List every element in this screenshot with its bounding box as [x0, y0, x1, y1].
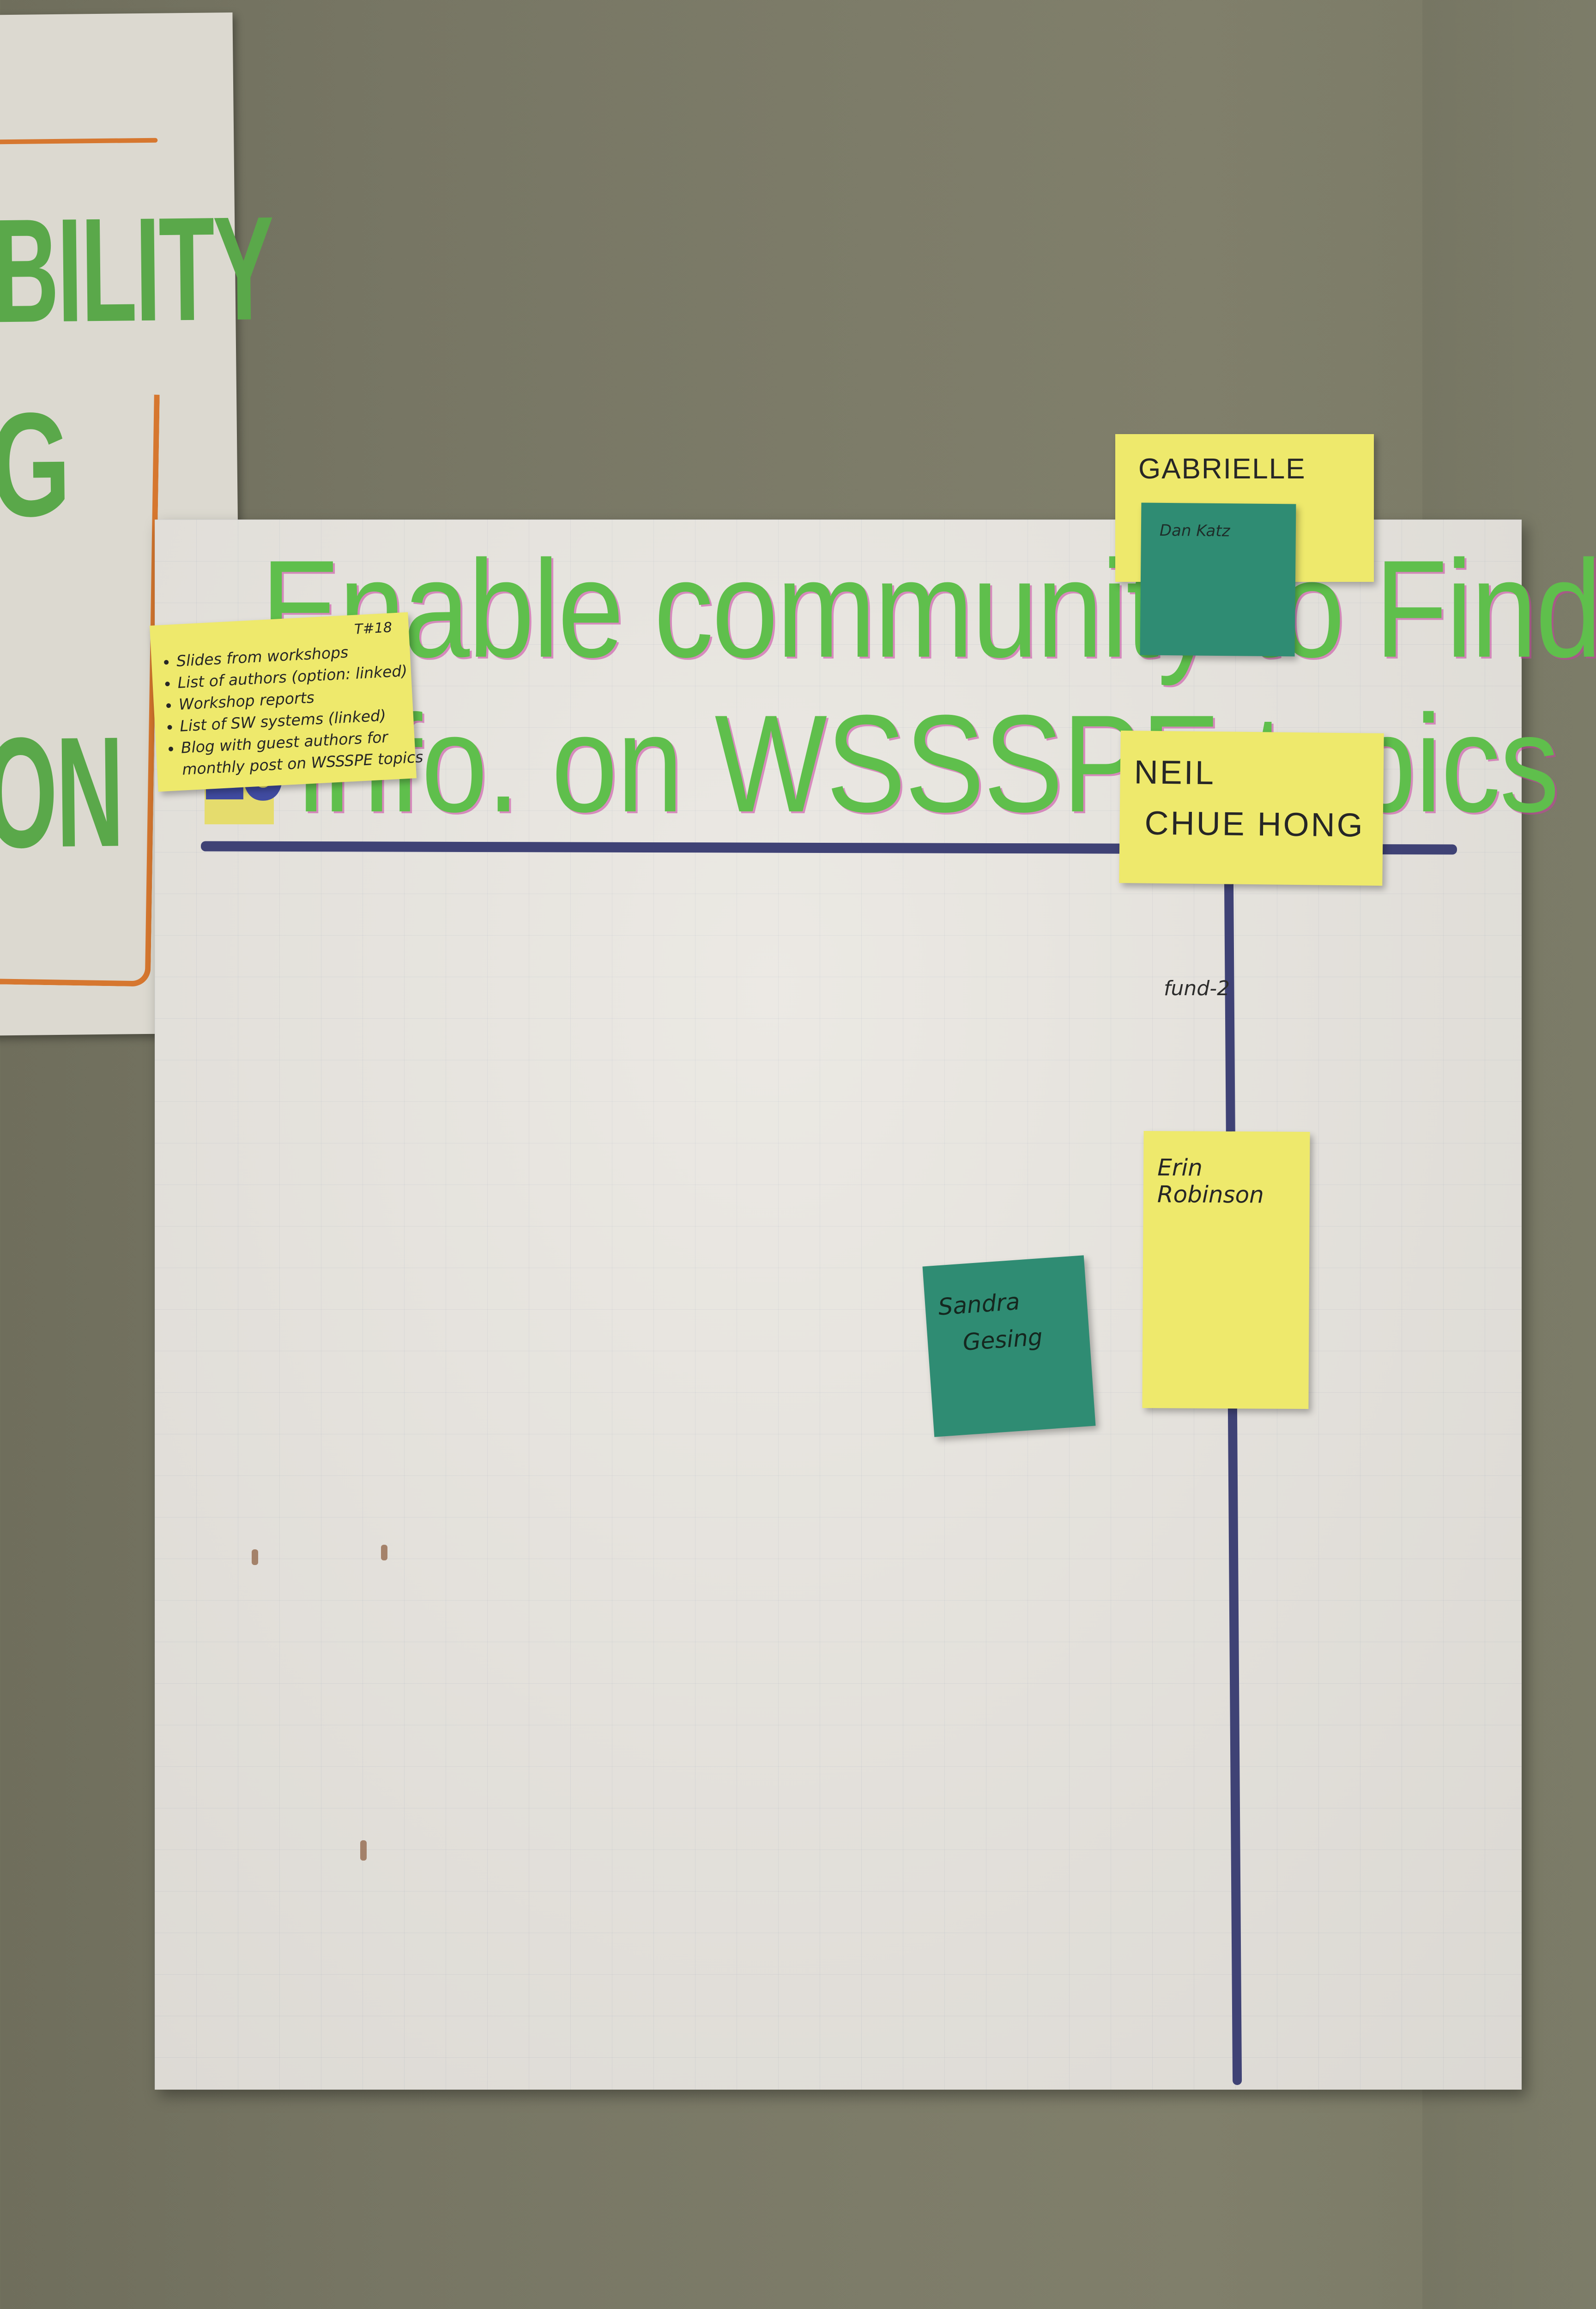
orange-marker-line	[0, 138, 158, 145]
volunteer-name: Erin Robinson	[1157, 1154, 1264, 1209]
idea-sticky-note[interactable]: T#18 Slides from workshops List of autho…	[149, 612, 423, 792]
volunteer-note-dan-katz[interactable]: Dan Katz	[1140, 502, 1296, 657]
stain-mark	[252, 1549, 258, 1565]
stain-mark	[381, 1545, 387, 1560]
volunteer-name: GABRIELLE	[1138, 453, 1306, 485]
stain-mark	[360, 1840, 367, 1861]
left-poster-text-2: G	[0, 381, 70, 548]
volunteer-name: Dan Katz	[1159, 521, 1230, 541]
vertical-marker-divider	[1224, 875, 1242, 2085]
left-poster-text-1: BILITY	[0, 185, 273, 354]
idea-list: Slides from workshops List of authors (o…	[156, 638, 423, 781]
volunteer-note-sandra[interactable]: Sandra Gesing	[922, 1255, 1096, 1437]
fund-label: fund-2	[1164, 977, 1230, 1000]
volunteer-note-neil[interactable]: NEIL CHUE HONG	[1119, 731, 1384, 886]
left-poster-text-3: ON	[0, 704, 123, 881]
volunteer-name: NEIL CHUE HONG	[1133, 754, 1365, 844]
volunteer-note-erin[interactable]: Erin Robinson	[1142, 1131, 1310, 1409]
idea-tag: T#18	[354, 619, 393, 638]
volunteer-name: Sandra Gesing	[937, 1288, 1044, 1358]
sheet-title-line-1: Enable community to Find	[261, 531, 1596, 686]
